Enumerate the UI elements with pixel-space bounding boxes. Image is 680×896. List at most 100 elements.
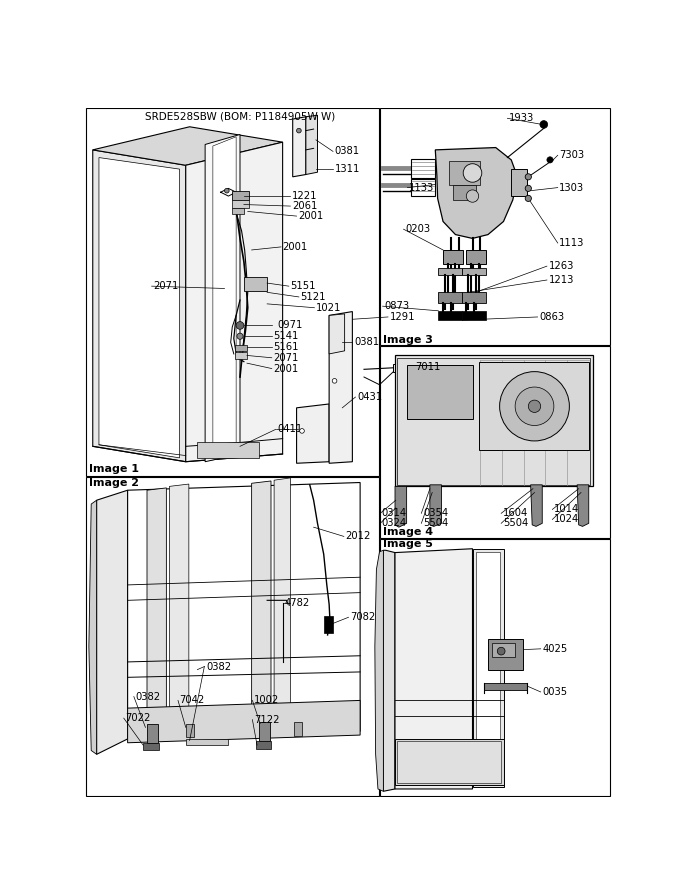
Text: 0035: 0035	[542, 687, 567, 697]
Bar	[86, 477, 379, 796]
Bar	[449, 161, 480, 185]
Bar	[233, 200, 250, 208]
Bar	[407, 366, 473, 419]
Circle shape	[515, 387, 554, 426]
Text: 5141: 5141	[273, 332, 299, 341]
Text: 2071: 2071	[273, 353, 299, 363]
Circle shape	[237, 333, 243, 340]
Polygon shape	[147, 488, 167, 719]
Text: 1021: 1021	[316, 303, 341, 313]
Bar	[233, 191, 250, 200]
Bar	[462, 311, 486, 320]
Circle shape	[333, 379, 337, 383]
Text: 1113: 1113	[559, 238, 585, 248]
Text: 1133: 1133	[409, 183, 435, 193]
Bar	[511, 169, 527, 196]
Text: 1014: 1014	[554, 504, 579, 514]
Circle shape	[466, 190, 479, 202]
Circle shape	[463, 164, 482, 182]
Polygon shape	[97, 490, 128, 754]
Bar	[443, 250, 463, 263]
Text: 0971: 0971	[277, 321, 303, 331]
Circle shape	[540, 121, 547, 128]
Polygon shape	[395, 548, 473, 789]
Text: Image 3: Image 3	[383, 335, 432, 345]
Bar	[259, 722, 270, 741]
Text: 2001: 2001	[283, 242, 308, 252]
Text: 1002: 1002	[254, 695, 279, 705]
Text: 5161: 5161	[273, 342, 299, 352]
Circle shape	[236, 322, 244, 330]
Circle shape	[500, 372, 569, 441]
Bar	[411, 159, 435, 177]
Bar	[147, 724, 158, 743]
Bar	[473, 548, 503, 788]
Bar	[143, 743, 158, 751]
Text: 5504: 5504	[423, 518, 448, 529]
Polygon shape	[292, 116, 306, 177]
Polygon shape	[213, 137, 236, 458]
Bar	[475, 552, 500, 784]
Bar	[379, 346, 611, 538]
Text: 4025: 4025	[542, 644, 568, 654]
Polygon shape	[329, 314, 345, 354]
Polygon shape	[395, 487, 407, 527]
Polygon shape	[577, 485, 589, 527]
Bar	[439, 311, 462, 320]
Text: 5121: 5121	[301, 292, 326, 302]
Circle shape	[525, 195, 531, 202]
Bar	[492, 642, 515, 657]
Polygon shape	[128, 701, 360, 743]
Polygon shape	[274, 478, 290, 711]
Polygon shape	[99, 158, 180, 458]
Bar	[397, 358, 590, 485]
Circle shape	[497, 647, 505, 655]
Text: 0382: 0382	[206, 661, 231, 671]
Text: SRDE528SBW (BOM: P1184905W W): SRDE528SBW (BOM: P1184905W W)	[145, 111, 335, 121]
Text: 2001: 2001	[273, 364, 299, 374]
Text: 7042: 7042	[180, 695, 205, 705]
Polygon shape	[89, 500, 97, 754]
Bar	[395, 739, 503, 785]
Bar	[186, 724, 194, 737]
Text: Image 4: Image 4	[383, 527, 432, 537]
Text: 0324: 0324	[382, 518, 407, 529]
Bar	[411, 179, 435, 196]
Polygon shape	[435, 148, 517, 238]
Bar	[235, 352, 247, 358]
Polygon shape	[430, 485, 441, 527]
Circle shape	[547, 157, 553, 163]
Bar	[256, 741, 271, 749]
Text: 0411: 0411	[277, 425, 303, 435]
Polygon shape	[169, 484, 189, 718]
Text: 2071: 2071	[153, 281, 179, 291]
Bar	[244, 277, 267, 291]
Text: 1263: 1263	[549, 261, 574, 271]
Bar	[484, 684, 527, 690]
Bar	[453, 185, 477, 200]
Text: 2012: 2012	[345, 531, 371, 541]
Polygon shape	[306, 116, 318, 175]
Text: 1604: 1604	[503, 508, 528, 518]
Bar	[394, 364, 403, 372]
Bar	[439, 292, 462, 303]
Text: 2061: 2061	[292, 201, 318, 211]
Text: 7082: 7082	[350, 612, 375, 622]
Bar	[379, 108, 611, 346]
Polygon shape	[375, 550, 384, 791]
Polygon shape	[205, 134, 240, 461]
Text: 7122: 7122	[254, 715, 279, 725]
Text: 0863: 0863	[539, 312, 564, 322]
Text: 0381: 0381	[335, 146, 360, 157]
Bar	[439, 268, 462, 275]
Text: 0314: 0314	[382, 508, 407, 518]
Polygon shape	[186, 142, 283, 461]
Polygon shape	[384, 550, 395, 791]
Bar	[397, 741, 501, 783]
Text: 4782: 4782	[285, 598, 310, 607]
Text: Image 5: Image 5	[383, 539, 432, 549]
Text: 1291: 1291	[390, 312, 415, 322]
Bar	[86, 108, 379, 477]
Bar	[233, 208, 244, 214]
Text: 5504: 5504	[503, 518, 528, 529]
